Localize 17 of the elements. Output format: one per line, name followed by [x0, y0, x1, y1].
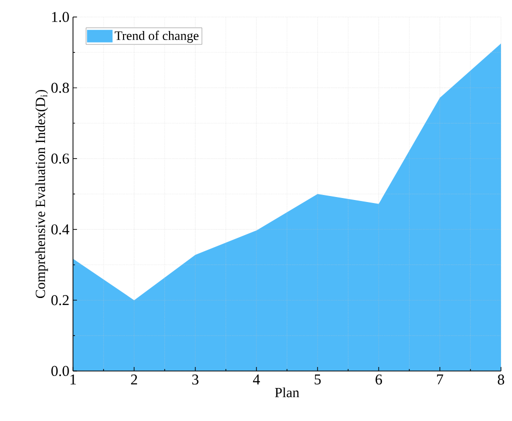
x-tick-label: 3 — [192, 374, 198, 385]
x-axis-title: Plan — [275, 387, 300, 398]
legend-label: Trend of change — [114, 30, 198, 43]
x-tick-label: 7 — [437, 374, 444, 384]
x-tick-label: 2 — [131, 374, 138, 384]
y-tick-label: 1.0 — [52, 12, 69, 22]
x-tick-label: 8 — [498, 374, 504, 385]
y-tick-label: 0.8 — [51, 82, 69, 93]
y-axis-title: Comprehensive Evaluation Index(D$_{i}$) — [35, 90, 48, 298]
y-tick-label: 0.2 — [51, 295, 69, 306]
x-tick-label: 6 — [376, 374, 382, 385]
y-tick-label: 0.0 — [51, 366, 69, 376]
y-tick-label: 0.6 — [51, 154, 70, 164]
y-tick-label: 0.4 — [51, 224, 70, 234]
x-tick-label: 1 — [70, 374, 76, 384]
x-tick-label: 5 — [314, 374, 321, 384]
x-tick-label: 4 — [252, 374, 260, 384]
